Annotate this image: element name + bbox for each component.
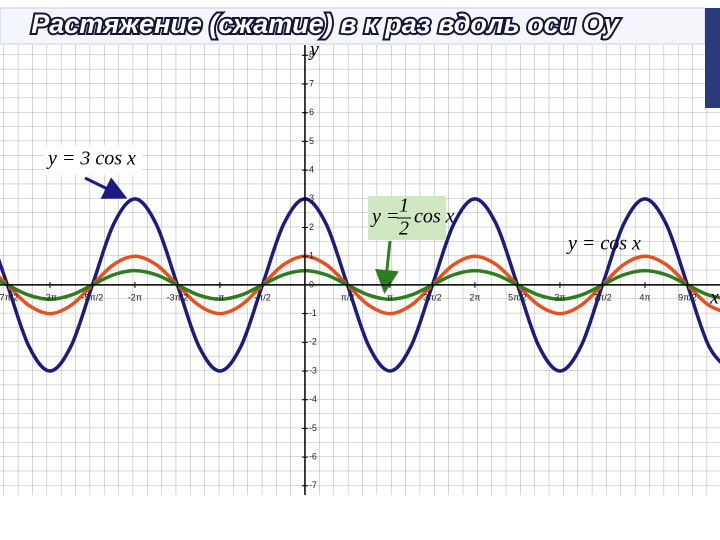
y-tick-label: -7: [309, 480, 317, 490]
y-tick-label: -3: [309, 365, 317, 375]
y-tick-label: -5: [309, 423, 317, 433]
y-tick-label: 2: [309, 222, 314, 232]
title-band: [0, 7, 706, 45]
x-tick-label: 2π: [469, 292, 480, 302]
curve: [0, 268, 720, 302]
curve: [0, 197, 720, 373]
y-tick-label: 8: [309, 50, 314, 60]
annotation: 1: [399, 195, 409, 217]
x-tick-label: 9π/2: [678, 292, 697, 302]
y-tick-label: 6: [309, 107, 314, 117]
y-tick-label: -1: [309, 308, 317, 318]
y-tick-label: 0: [309, 279, 314, 289]
x-tick-label: 3π/2: [423, 292, 442, 302]
plot-area: [0, 197, 720, 373]
chart-title: Растяжение (сжатие) в к раз вдоль оси Оу: [31, 9, 620, 39]
annotation: y = cos x: [566, 233, 641, 255]
y-axis-label: y: [308, 39, 319, 61]
arrow: [84, 176, 128, 199]
annotation: cos x: [414, 206, 455, 228]
x-tick-label: -π/2: [254, 292, 271, 302]
x-tick-label: -π: [215, 292, 224, 302]
x-tick-label: 4π: [639, 292, 650, 302]
annotation: y = 3 cos x: [46, 148, 136, 170]
grid-background: [0, 45, 720, 495]
x-tick-label: -5π/2: [82, 292, 104, 302]
x-tick-label: π/2: [341, 292, 355, 302]
y-tick-label: 4: [309, 165, 314, 175]
arrow: [374, 240, 399, 294]
y-tick-label: -4: [309, 394, 317, 404]
x-tick-label: 3π: [554, 292, 565, 302]
y-tick-label: -6: [309, 451, 317, 461]
y-tick-label: 5: [309, 136, 314, 146]
annotation: y =: [370, 206, 399, 228]
annotation: 2: [399, 218, 409, 240]
annotation-box: [45, 145, 142, 175]
x-axis-label: x: [709, 287, 719, 309]
x-tick-label: 5π/2: [508, 292, 527, 302]
y-tick-label: 1: [309, 251, 314, 261]
y-tick-label: 7: [309, 78, 314, 88]
x-tick-label: π: [387, 292, 393, 302]
x-tick-label: 7π/2: [593, 292, 612, 302]
x-tick-label: -2π: [128, 292, 142, 302]
x-tick-label: -7π/2: [0, 292, 18, 302]
y-tick-label: -2: [309, 337, 317, 347]
x-tick-label: -3π/2: [167, 292, 189, 302]
x-tick-label: -3π: [43, 292, 57, 302]
y-tick-label: 3: [309, 193, 314, 203]
corner-band: [705, 8, 720, 108]
